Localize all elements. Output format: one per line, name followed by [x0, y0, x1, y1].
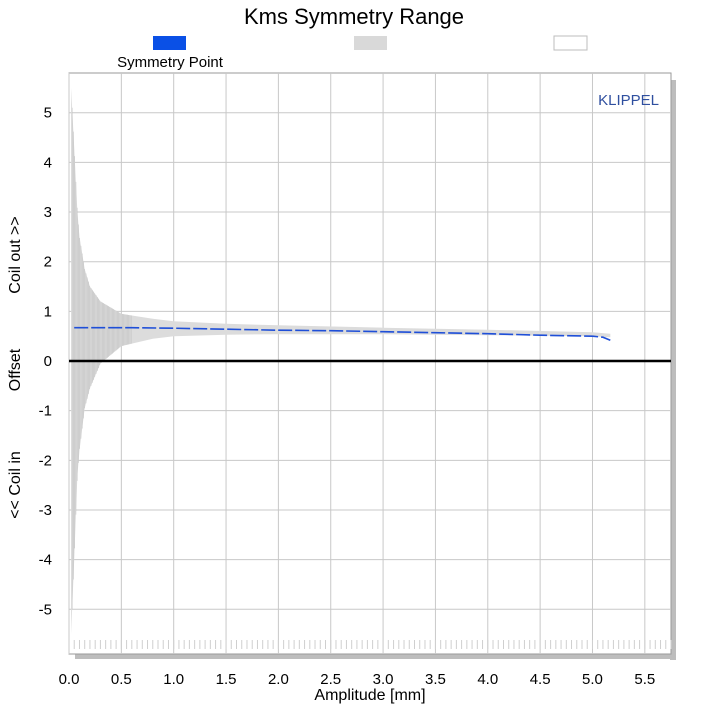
x-tick-label: 5.0: [582, 671, 603, 688]
grid: [68, 73, 671, 654]
x-tick-label: 1.5: [216, 671, 237, 688]
y-tick-label: -2: [39, 452, 52, 469]
legend-label-symmetry-point: Symmetry Point: [117, 54, 224, 71]
x-tick-label: 3.0: [373, 671, 394, 688]
symmetry-point-line: [74, 326, 611, 341]
y-tick-label: 2: [44, 254, 52, 271]
y-tick-label: 0: [44, 353, 52, 370]
legend-swatch-range: [354, 36, 387, 50]
y-tick-label: 5: [44, 105, 52, 122]
y-tick-labels: 5 4 3 2 1 0 -1 -2 -3 -4 -5: [39, 105, 52, 619]
x-tick-label: 4.0: [477, 671, 498, 688]
y-tick-label: -3: [39, 502, 52, 519]
x-tick-label: 2.5: [320, 671, 341, 688]
x-tick-label: 0.0: [59, 671, 80, 688]
x-tick-label: 2.0: [268, 671, 289, 688]
plot-shadow-right: [670, 80, 676, 660]
y-axis-label-coil-out: Coil out >>: [7, 216, 24, 293]
y-tick-label: 1: [44, 303, 52, 320]
x-minor-ticks: [73, 640, 672, 649]
x-tick-label: 3.5: [425, 671, 446, 688]
y-axis-label-offset: Offset: [7, 348, 24, 391]
plot-area: [68, 72, 672, 655]
x-tick-label: 5.5: [634, 671, 655, 688]
chart-title: Kms Symmetry Range: [244, 4, 464, 29]
brand-label: KLIPPEL: [598, 92, 659, 109]
y-tick-label: -5: [39, 601, 52, 618]
x-tick-label: 4.5: [530, 671, 551, 688]
x-axis-label: Amplitude [mm]: [314, 687, 425, 704]
y-tick-label: 3: [44, 204, 52, 221]
x-tick-label: 1.0: [163, 671, 184, 688]
legend-swatch-empty: [553, 35, 588, 51]
y-tick-label: -1: [39, 403, 52, 420]
y-tick-label: 4: [44, 154, 52, 171]
band-hatch: [71, 107, 132, 610]
legend-swatch-symmetry-point: [153, 36, 186, 50]
plot-shadow-bottom: [75, 653, 676, 659]
y-tick-label: -4: [39, 552, 52, 569]
y-axis-label-coil-in: << Coil in: [7, 451, 24, 519]
x-tick-labels: 0.0 0.5 1.0 1.5 2.0 2.5 3.0 3.5 4.0 4.5 5.0 5.5: [59, 671, 656, 688]
x-tick-label: 0.5: [111, 671, 132, 688]
